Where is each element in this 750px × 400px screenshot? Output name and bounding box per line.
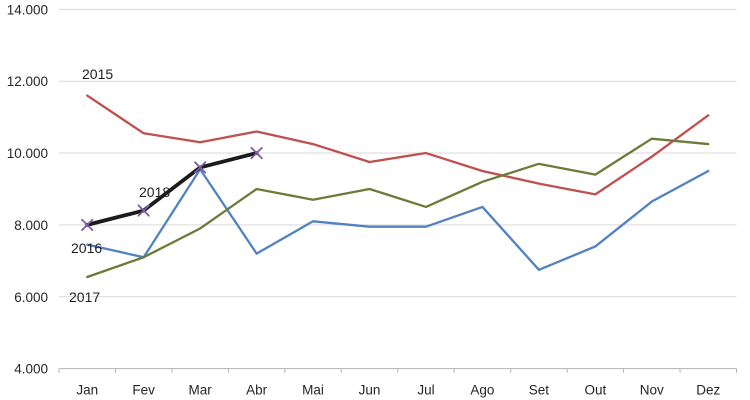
series-line-2016 xyxy=(86,168,710,271)
x-axis-label-mar: Mar xyxy=(189,383,213,398)
x-axis-label-jul: Jul xyxy=(417,383,434,398)
x-axis-label-dez: Dez xyxy=(696,383,720,398)
x-axis-label-jan: Jan xyxy=(76,383,98,398)
x-axis-label-set: Set xyxy=(529,383,550,398)
series-line-2018 xyxy=(85,151,259,227)
series-label-2015: 2015 xyxy=(82,66,113,82)
marker-x-stroke xyxy=(137,204,150,217)
x-axis-label-jun: Jun xyxy=(359,383,381,398)
series-line-2017 xyxy=(86,137,710,279)
marker-x-stroke xyxy=(250,146,263,160)
x-axis-label-mai: Mai xyxy=(302,383,324,398)
x-axis-label-nov: Nov xyxy=(640,383,664,398)
y-axis-label: 6.000 xyxy=(14,290,48,305)
series-label-2017: 2017 xyxy=(69,289,100,305)
marker-x-stroke xyxy=(194,161,207,174)
marker-x-icon xyxy=(137,204,150,217)
marker-x-stroke xyxy=(81,218,94,232)
marker-x-icon xyxy=(250,146,263,160)
y-axis-label: 4.000 xyxy=(14,362,48,377)
series-label-2016: 2016 xyxy=(71,240,102,256)
x-axis-label-abr: Abr xyxy=(246,383,268,398)
x-axis-label-out: Out xyxy=(584,383,606,398)
series-label-2018: 2018 xyxy=(139,184,170,200)
series-line-2015 xyxy=(86,94,710,196)
marker-x-icon xyxy=(194,161,207,174)
y-axis-label: 8.000 xyxy=(14,218,48,233)
x-axis-label-fev: Fev xyxy=(132,383,155,398)
x-axis-label-ago: Ago xyxy=(470,383,494,398)
marker-x-icon xyxy=(81,218,94,232)
y-axis-label: 10.000 xyxy=(7,146,48,161)
y-axis-label: 12.000 xyxy=(7,74,48,89)
y-axis-label: 14.000 xyxy=(7,2,48,17)
